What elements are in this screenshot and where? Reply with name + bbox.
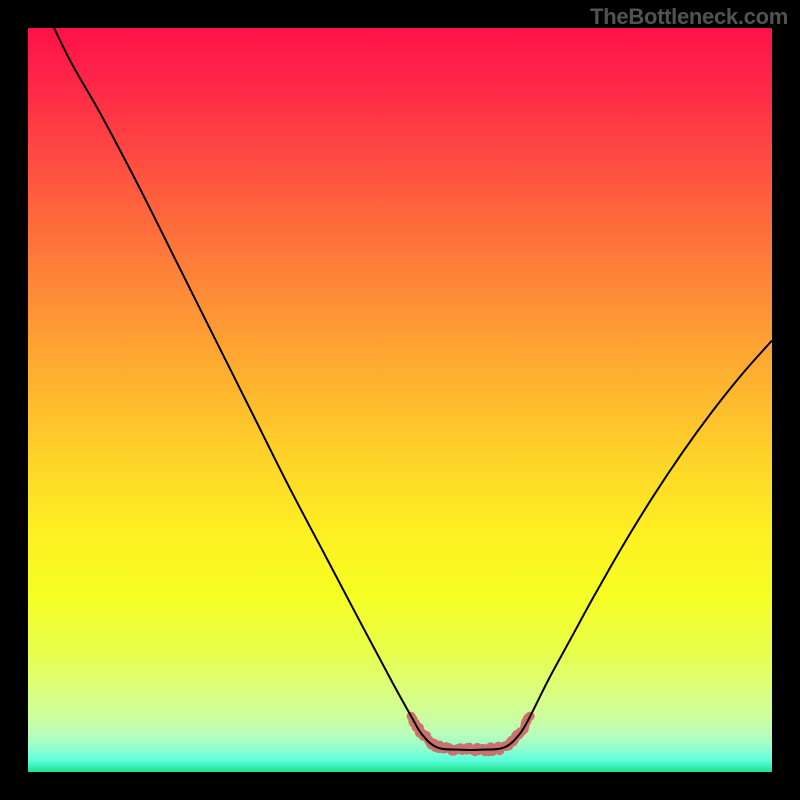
chart-container: TheBottleneck.com (0, 0, 800, 800)
chart-gradient-background (28, 28, 772, 772)
watermark-text: TheBottleneck.com (590, 4, 788, 30)
bottleneck-curve-chart (0, 0, 800, 800)
